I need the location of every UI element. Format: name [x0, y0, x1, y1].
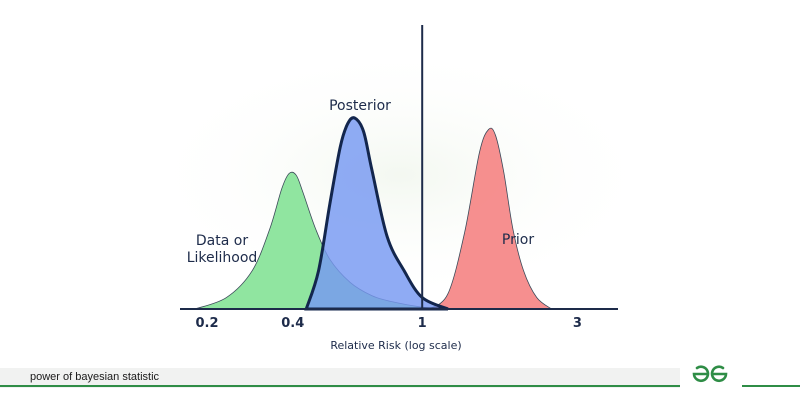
x-tick-labels: 0.2 0.4 1 3 — [195, 316, 581, 331]
x-axis-label: Relative Risk (log scale) — [330, 339, 461, 352]
geeksforgeeks-logo-icon — [692, 365, 728, 383]
chart-areas — [194, 116, 553, 311]
x-tick-1: 1 — [418, 316, 427, 331]
footer-band — [0, 368, 680, 388]
series-label-data-or: Data or — [196, 233, 248, 249]
area-prior — [427, 127, 553, 310]
footer-bar: power of bayesian statistic — [0, 360, 800, 390]
caption: power of bayesian statistic — [30, 371, 160, 383]
x-tick-0-4: 0.4 — [281, 316, 304, 331]
area-posterior — [304, 116, 449, 311]
logo-container — [680, 360, 742, 390]
x-tick-3: 3 — [573, 316, 582, 331]
series-label-posterior: Posterior — [329, 98, 391, 114]
footer-line — [0, 385, 800, 387]
series-label-likelihood: Likelihood — [187, 250, 258, 266]
x-tick-0-2: 0.2 — [195, 316, 218, 331]
series-label-prior: Prior — [502, 232, 534, 248]
